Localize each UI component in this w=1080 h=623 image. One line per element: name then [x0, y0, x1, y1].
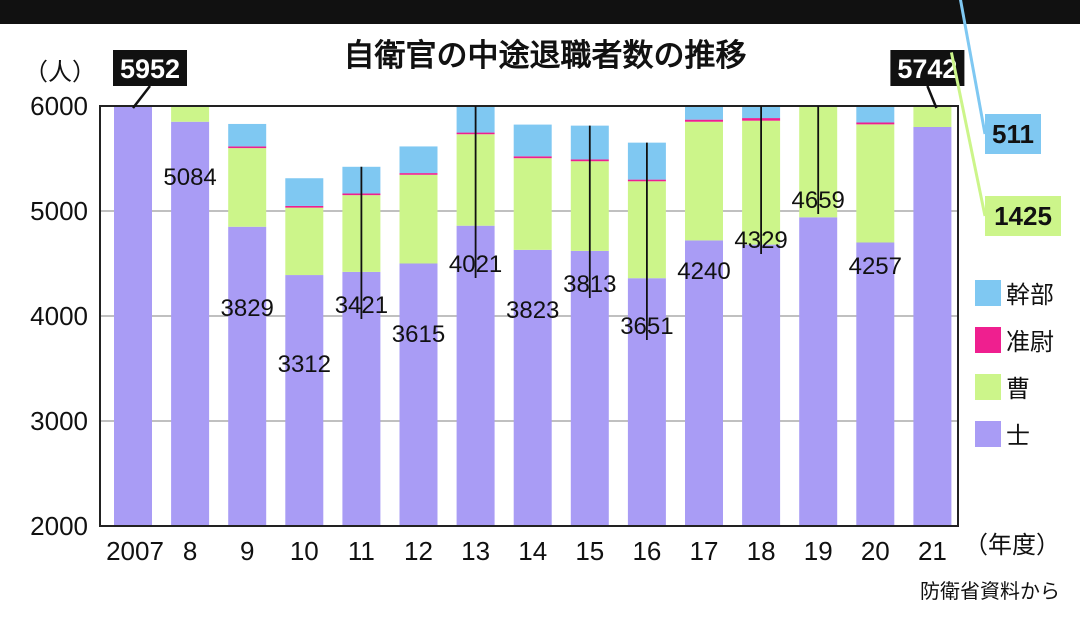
bar-segment-曹	[913, 106, 952, 127]
bar-segment-士	[685, 240, 723, 526]
legend-swatch	[975, 280, 1001, 306]
y-tick-label: 3000	[30, 406, 88, 436]
y-tick-label: 4000	[30, 301, 88, 331]
x-tick-label: 17	[690, 536, 719, 566]
x-tick-label: 15	[575, 536, 604, 566]
callout-value: 1425	[994, 201, 1052, 231]
total-labels: 5952508438293312342136154021382338133651…	[113, 50, 965, 378]
bar-segment-士	[114, 106, 152, 526]
legend-swatch	[975, 327, 1001, 353]
callout-leader	[949, 52, 987, 217]
bar-segment-曹	[513, 158, 552, 250]
bar-segment-士	[285, 275, 324, 526]
callouts: 511 1425	[949, 0, 1061, 236]
bar-segment-幹部	[513, 124, 552, 157]
y-axis-label: （人）	[24, 59, 96, 86]
total-label: 4240	[677, 258, 730, 285]
bar-segment-幹部	[685, 106, 723, 120]
total-label: 3312	[278, 351, 331, 378]
bar-segment-曹	[171, 106, 210, 122]
legend-swatch	[975, 421, 1001, 447]
x-tick-label: 21	[918, 536, 947, 566]
legend-label: 准尉	[1006, 329, 1054, 356]
total-label: 3615	[392, 321, 445, 348]
source-note: 防衛省資料から	[920, 580, 1060, 603]
x-tick-label: 14	[518, 536, 547, 566]
x-axis-ticks: 2007 8 9 10 11 12 13 14 15 16 17 18 19 20 21	[106, 536, 947, 566]
bars	[114, 106, 952, 527]
total-label: 5742	[897, 54, 957, 84]
x-tick-label: 10	[290, 536, 319, 566]
bar-segment-准尉	[513, 156, 552, 159]
y-tick-label: 5000	[30, 196, 88, 226]
x-tick-label: 18	[747, 536, 776, 566]
bar-segment-曹	[399, 174, 438, 264]
bar-segment-准尉	[228, 146, 267, 149]
callout-value: 511	[992, 119, 1034, 149]
bar-segment-曹	[228, 148, 267, 227]
x-tick-label: 9	[240, 536, 254, 566]
x-tick-label: 20	[861, 536, 890, 566]
y-tick-label: 2000	[30, 511, 88, 541]
bar-segment-曹	[285, 207, 324, 276]
total-label-leader	[132, 85, 151, 109]
x-tick-label: 13	[461, 536, 490, 566]
callout-box	[985, 114, 1041, 154]
top-bar	[0, 0, 1080, 24]
bar-segment-曹	[685, 121, 723, 241]
legend-label: 士	[1006, 423, 1030, 450]
bar-segment-士	[171, 121, 210, 526]
total-label-box	[113, 50, 187, 86]
x-tick-label: 2007	[106, 536, 164, 566]
bar-segment-士	[742, 244, 781, 526]
bar-segment-准尉	[685, 119, 723, 122]
bar-segment-准尉	[856, 122, 895, 125]
bar-segment-士	[856, 242, 895, 526]
total-label: 5084	[163, 164, 216, 191]
legend-label: 曹	[1006, 376, 1030, 403]
bar-segment-士	[399, 263, 438, 526]
x-tick-label: 12	[404, 536, 433, 566]
bar-segment-士	[228, 226, 267, 526]
x-tick-label: 19	[804, 536, 833, 566]
total-label: 5952	[120, 54, 180, 84]
x-axis-label: （年度）	[964, 532, 1060, 559]
bar-segment-准尉	[399, 173, 438, 175]
total-label: 3823	[506, 297, 559, 324]
bar-segment-准尉	[285, 205, 324, 208]
bar-segment-幹部	[399, 146, 438, 174]
x-tick-label: 16	[632, 536, 661, 566]
legend-label: 幹部	[1006, 282, 1054, 309]
total-label: 4257	[849, 253, 902, 280]
bar-segment-幹部	[285, 178, 324, 206]
bar-segment-士	[513, 249, 552, 526]
callout-box	[985, 196, 1061, 236]
plot-border	[99, 105, 959, 527]
y-axis-ticks: 2000 3000 4000 5000 6000	[30, 91, 88, 541]
chart-title: 自衛官の中途退職者数の推移	[344, 38, 747, 74]
x-tick-label: 8	[183, 536, 197, 566]
legend-swatch	[975, 374, 1001, 400]
bar-segment-士	[799, 217, 838, 527]
bar-segment-幹部	[856, 106, 895, 123]
total-label: 3829	[221, 295, 274, 322]
x-tick-label: 11	[348, 536, 375, 566]
callout-leader	[959, 0, 987, 135]
bar-segment-曹	[856, 124, 895, 243]
bar-segment-士	[913, 127, 952, 526]
total-label-leader	[926, 85, 938, 109]
bar-segment-幹部	[228, 123, 267, 147]
y-tick-label: 6000	[30, 91, 88, 121]
